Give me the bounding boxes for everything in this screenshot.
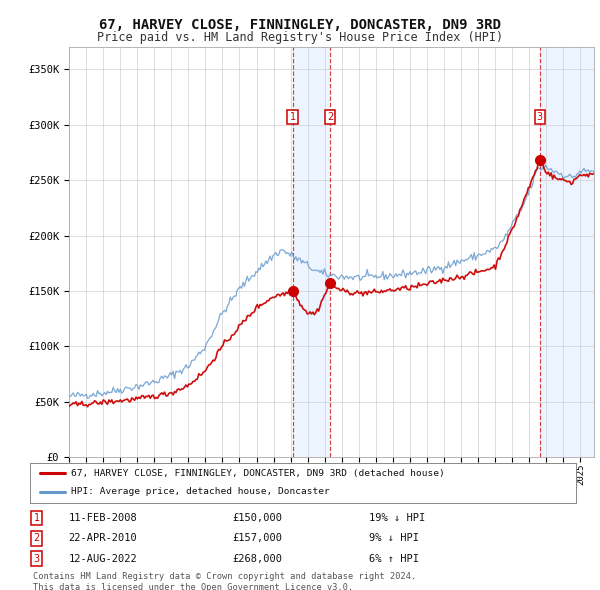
Text: HPI: Average price, detached house, Doncaster: HPI: Average price, detached house, Donc… (71, 487, 330, 496)
Text: 11-FEB-2008: 11-FEB-2008 (68, 513, 137, 523)
Text: 6% ↑ HPI: 6% ↑ HPI (368, 554, 419, 564)
Text: 2: 2 (327, 112, 333, 122)
Text: Price paid vs. HM Land Registry's House Price Index (HPI): Price paid vs. HM Land Registry's House … (97, 31, 503, 44)
Text: 67, HARVEY CLOSE, FINNINGLEY, DONCASTER, DN9 3RD (detached house): 67, HARVEY CLOSE, FINNINGLEY, DONCASTER,… (71, 469, 445, 478)
Text: 3: 3 (34, 554, 40, 564)
Text: 3: 3 (537, 112, 543, 122)
Text: 1: 1 (290, 112, 296, 122)
Text: 2: 2 (34, 533, 40, 543)
Text: £150,000: £150,000 (232, 513, 282, 523)
Text: 12-AUG-2022: 12-AUG-2022 (68, 554, 137, 564)
Text: £157,000: £157,000 (232, 533, 282, 543)
Text: Contains HM Land Registry data © Crown copyright and database right 2024.
This d: Contains HM Land Registry data © Crown c… (33, 572, 416, 590)
Bar (293, 47, 330, 457)
Text: 22-APR-2010: 22-APR-2010 (68, 533, 137, 543)
Text: 9% ↓ HPI: 9% ↓ HPI (368, 533, 419, 543)
Text: 1: 1 (34, 513, 40, 523)
Bar (540, 47, 594, 457)
Text: 19% ↓ HPI: 19% ↓ HPI (368, 513, 425, 523)
Text: 67, HARVEY CLOSE, FINNINGLEY, DONCASTER, DN9 3RD: 67, HARVEY CLOSE, FINNINGLEY, DONCASTER,… (99, 18, 501, 32)
Text: £268,000: £268,000 (232, 554, 282, 564)
